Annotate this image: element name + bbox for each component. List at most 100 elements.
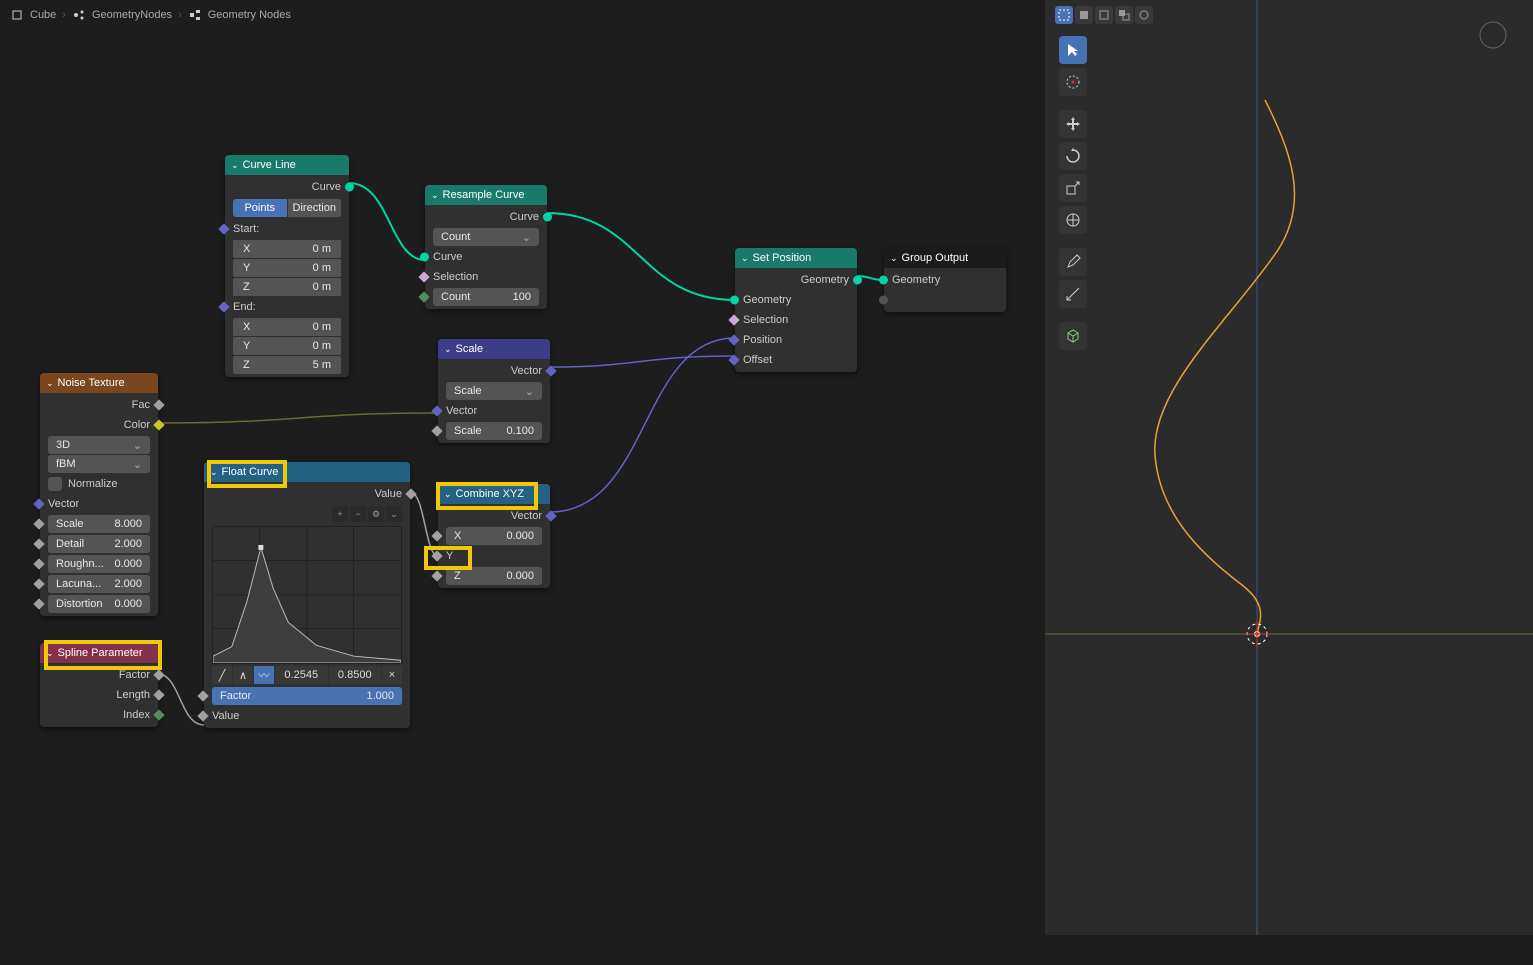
node-header[interactable]: ⌄Set Position: [735, 248, 857, 268]
chevron-down-icon: ⌄: [431, 190, 439, 201]
modifier-icon: [72, 8, 86, 22]
chevron-right-icon: ›: [62, 9, 66, 21]
socket-count[interactable]: Count100: [425, 287, 547, 307]
socket-x[interactable]: X0.000: [438, 526, 550, 546]
vector-op[interactable]: Scale: [446, 382, 542, 400]
end-z[interactable]: Z5 m: [233, 356, 341, 374]
node-noise-texture[interactable]: ⌄Noise Texture Fac Color 3D fBM Normaliz…: [40, 373, 158, 616]
handle-type-icon[interactable]: ╱: [212, 666, 232, 684]
socket-roughness[interactable]: Roughn...0.000: [40, 554, 158, 574]
curve-line-mode[interactable]: Points Direction: [233, 199, 341, 217]
socket-curve-out[interactable]: Curve: [225, 177, 349, 197]
socket-scale[interactable]: Scale0.100: [438, 421, 550, 441]
socket-factor-out[interactable]: Factor: [40, 665, 158, 685]
node-title: Curve Line: [243, 159, 296, 171]
socket-start[interactable]: Start:: [225, 219, 349, 239]
node-header[interactable]: ⌄Curve Line: [225, 155, 349, 175]
socket-detail[interactable]: Detail2.000: [40, 534, 158, 554]
curve-canvas[interactable]: [212, 526, 402, 664]
socket-geometry-in[interactable]: Geometry: [735, 290, 857, 310]
node-editor[interactable]: ⌄Curve Line Curve Points Direction Start…: [0, 30, 1045, 935]
socket-selection[interactable]: Selection: [425, 267, 547, 287]
mode-points[interactable]: Points: [233, 199, 287, 217]
chevron-down-icon[interactable]: ⌄: [386, 506, 402, 522]
socket-distortion[interactable]: Distortion0.000: [40, 594, 158, 614]
socket-selection[interactable]: Selection: [735, 310, 857, 330]
cube-icon: [10, 8, 24, 22]
node-header[interactable]: ⌄Resample Curve: [425, 185, 547, 205]
noise-normalize[interactable]: Normalize: [40, 474, 158, 494]
node-header[interactable]: ⌄Group Output: [884, 248, 1006, 268]
curve-handle-row: ╱ ∧ 〰 0.2545 0.8500 ×: [212, 666, 402, 684]
node-float-curve[interactable]: ⌄Float Curve Value + − ⚙ ⌄ ╱ ∧ 〰 0.2545 …: [204, 462, 410, 728]
socket-value-out[interactable]: Value: [204, 484, 410, 504]
resample-mode[interactable]: Count: [433, 228, 539, 246]
socket-factor[interactable]: Factor1.000: [204, 686, 410, 706]
handle-type-icon[interactable]: ∧: [233, 666, 253, 684]
curve-toolbar: + − ⚙ ⌄: [204, 504, 410, 524]
socket-geometry-out[interactable]: Geometry: [735, 270, 857, 290]
chevron-down-icon: ⌄: [444, 489, 452, 500]
socket-y[interactable]: Y: [438, 546, 550, 566]
tools-icon[interactable]: ⚙: [368, 506, 384, 522]
noise-type[interactable]: fBM: [48, 455, 150, 473]
node-resample-curve[interactable]: ⌄Resample Curve Curve Count Curve Select…: [425, 185, 547, 309]
node-group-output[interactable]: ⌄Group Output Geometry: [884, 248, 1006, 312]
socket-position[interactable]: Position: [735, 330, 857, 350]
node-spline-parameter[interactable]: ⌄Spline Parameter Factor Length Index: [40, 643, 158, 727]
node-vector-scale[interactable]: ⌄ Scale Vector Scale Vector Scale0.100: [438, 339, 550, 443]
socket-geometry-in[interactable]: Geometry: [884, 270, 1006, 290]
start-y[interactable]: Y0 m: [233, 259, 341, 277]
breadcrumb-object[interactable]: Cube: [30, 9, 56, 21]
start-x[interactable]: X0 m: [233, 240, 341, 258]
socket-offset[interactable]: Offset: [735, 350, 857, 370]
chevron-down-icon: ⌄: [46, 378, 54, 389]
socket-z[interactable]: Z0.000: [438, 566, 550, 586]
checkbox-icon[interactable]: [48, 477, 62, 491]
socket-scale[interactable]: Scale8.000: [40, 514, 158, 534]
socket-curve-in[interactable]: Curve: [425, 247, 547, 267]
socket-vector-in[interactable]: Vector: [40, 494, 158, 514]
nav-gizmo[interactable]: [1478, 20, 1508, 50]
viewport-3d[interactable]: [1045, 0, 1533, 935]
node-header[interactable]: ⌄Noise Texture: [40, 373, 158, 393]
chevron-down-icon: ⌄: [890, 253, 898, 264]
breadcrumb: Cube › GeometryNodes › Geometry Nodes: [0, 0, 301, 30]
socket-color-out[interactable]: Color: [40, 415, 158, 435]
socket-vector-in[interactable]: Vector: [438, 401, 550, 421]
socket-fac-out[interactable]: Fac: [40, 395, 158, 415]
end-x[interactable]: X0 m: [233, 318, 341, 336]
node-header[interactable]: ⌄Spline Parameter: [40, 643, 158, 663]
start-z[interactable]: Z0 m: [233, 278, 341, 296]
socket-end[interactable]: End:: [225, 297, 349, 317]
socket-vector-out[interactable]: Vector: [438, 506, 550, 526]
curve-y[interactable]: 0.8500: [329, 666, 382, 684]
socket-empty[interactable]: [884, 290, 1006, 310]
end-y[interactable]: Y0 m: [233, 337, 341, 355]
node-curve-line[interactable]: ⌄Curve Line Curve Points Direction Start…: [225, 155, 349, 377]
chevron-right-icon: ›: [178, 9, 182, 21]
socket-vector-out[interactable]: Vector: [438, 361, 550, 381]
viewport-canvas: [1045, 0, 1533, 935]
node-combine-xyz[interactable]: ⌄Combine XYZ Vector X0.000 Y Z0.000: [438, 484, 550, 588]
breadcrumb-tree[interactable]: Geometry Nodes: [208, 9, 291, 21]
handle-type-icon[interactable]: 〰: [254, 666, 274, 684]
delete-point-icon[interactable]: ×: [382, 666, 402, 684]
node-set-position[interactable]: ⌄Set Position Geometry Geometry Selectio…: [735, 248, 857, 372]
node-header[interactable]: ⌄Float Curve: [204, 462, 410, 482]
mode-direction[interactable]: Direction: [288, 199, 342, 217]
curve-x[interactable]: 0.2545: [275, 666, 328, 684]
socket-length-out[interactable]: Length: [40, 685, 158, 705]
socket-lacunarity[interactable]: Lacuna...2.000: [40, 574, 158, 594]
socket-index-out[interactable]: Index: [40, 705, 158, 725]
node-header[interactable]: ⌄Combine XYZ: [438, 484, 550, 504]
breadcrumb-modifier[interactable]: GeometryNodes: [92, 9, 172, 21]
node-header[interactable]: ⌄ Scale: [438, 339, 550, 359]
noise-dim[interactable]: 3D: [48, 436, 150, 454]
chevron-down-icon: ⌄: [444, 344, 452, 355]
node-title: Scale: [456, 343, 484, 355]
zoom-out-icon[interactable]: −: [350, 506, 366, 522]
zoom-in-icon[interactable]: +: [332, 506, 348, 522]
socket-curve-out[interactable]: Curve: [425, 207, 547, 227]
socket-value-in[interactable]: Value: [204, 706, 410, 726]
